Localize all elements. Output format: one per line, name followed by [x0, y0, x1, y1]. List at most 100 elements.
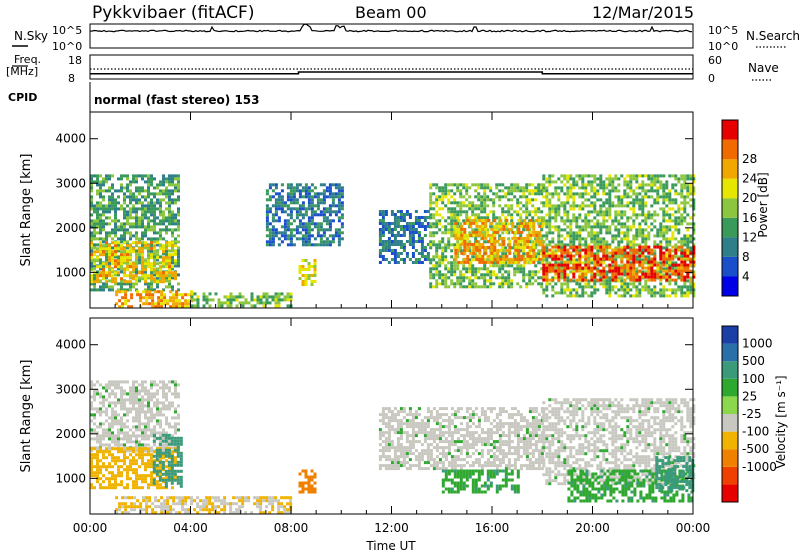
power-echo-cell — [268, 210, 272, 214]
power-echo-cell — [420, 222, 424, 225]
power-echo-cell — [129, 253, 132, 257]
velocity-echo-cell — [138, 419, 141, 423]
power-echo-cell — [325, 222, 329, 226]
power-echo-cell — [572, 216, 576, 220]
power-echo-cell — [174, 183, 177, 187]
power-echo-cell — [560, 248, 564, 252]
power-echo-cell — [162, 189, 165, 193]
power-echo-cell — [147, 262, 150, 266]
power-echo-cell — [483, 183, 487, 187]
velocity-echo-cell — [141, 398, 144, 402]
power-echo-cell — [289, 222, 293, 226]
power-echo-cell — [378, 240, 382, 243]
power-echo-cell — [286, 295, 290, 299]
power-echo-cell — [456, 183, 460, 187]
power-echo-cell — [641, 249, 645, 253]
power-echo-cell — [668, 219, 672, 223]
power-echo-cell — [605, 240, 609, 244]
power-echo-cell — [683, 210, 687, 214]
power-echo-cell — [114, 234, 117, 238]
power-echo-cell — [114, 198, 117, 202]
power-echo-cell — [441, 225, 445, 229]
power-echo-cell — [402, 249, 406, 252]
power-echo-cell — [557, 248, 561, 252]
power-echo-cell — [331, 219, 335, 223]
power-echo-cell — [132, 250, 135, 254]
velocity-echo-cell — [126, 437, 129, 441]
power-echo-cell — [447, 243, 451, 247]
power-echo-cell — [605, 264, 609, 268]
power-echo-cell — [153, 237, 156, 241]
power-echo-cell — [560, 243, 564, 247]
power-echo-cell — [626, 285, 630, 289]
power-echo-cell — [581, 255, 585, 259]
power-echo-cell — [102, 282, 105, 286]
power-echo-cell — [647, 195, 651, 199]
power-echo-cell — [453, 219, 457, 223]
power-echo-cell — [638, 204, 642, 208]
power-echo-cell — [501, 213, 505, 217]
velocity-echo-cell — [120, 407, 123, 411]
power-echo-cell — [644, 222, 648, 226]
power-echo-cell — [692, 222, 696, 226]
power-echo-cell — [507, 279, 511, 283]
power-echo-cell — [153, 280, 156, 284]
power-echo-cell — [280, 201, 284, 205]
power-echo-cell — [153, 192, 156, 196]
power-echo-cell — [629, 257, 633, 261]
power-echo-cell — [396, 216, 400, 219]
power-echo-cell — [504, 228, 508, 232]
power-echo-cell — [153, 273, 156, 277]
power-echo-cell — [307, 234, 311, 238]
power-echo-cell — [563, 174, 567, 178]
power-echo-cell — [644, 204, 648, 208]
power-echo-cell — [554, 219, 558, 223]
power-echo-cell — [121, 296, 125, 300]
power-echo-cell — [593, 279, 597, 283]
velocity-echo-cell — [96, 440, 99, 444]
power-echo-cell — [162, 288, 165, 292]
power-echo-cell — [181, 305, 185, 309]
power-echo-cell — [408, 228, 412, 231]
power-echo-cell — [144, 228, 147, 232]
power-echo-cell — [486, 228, 490, 232]
power-echo-cell — [141, 174, 144, 178]
power-echo-cell — [208, 298, 212, 302]
velocity-echo-cell — [120, 389, 123, 393]
power-echo-cell — [435, 183, 439, 187]
power-echo-cell — [486, 195, 490, 199]
power-echo-cell — [665, 288, 669, 292]
power-echo-cell — [450, 279, 454, 283]
power-echo-cell — [668, 273, 672, 277]
power-echo-cell — [393, 234, 397, 237]
power-echo-cell — [477, 183, 481, 187]
power-echo-cell — [111, 256, 114, 260]
power-echo-cell — [378, 255, 382, 258]
power-echo-cell — [483, 282, 487, 286]
velocity-echo-cell — [120, 428, 123, 432]
power-echo-cell — [138, 261, 141, 265]
power-echo-cell — [683, 251, 687, 255]
velocity-echo-cell — [126, 434, 129, 438]
power-echo-cell — [483, 216, 487, 220]
power-echo-cell — [499, 248, 503, 252]
power-echo-cell — [340, 222, 344, 226]
power-echo-cell — [647, 248, 651, 252]
power-echo-cell — [393, 255, 397, 258]
power-echo-cell — [141, 271, 144, 275]
power-echo-cell — [632, 260, 636, 264]
power-echo-cell — [322, 183, 326, 187]
power-echo-cell — [472, 233, 476, 237]
power-echo-cell — [99, 241, 102, 245]
power-echo-cell — [265, 216, 269, 220]
power-echo-cell — [241, 301, 245, 305]
power-echo-cell — [492, 204, 496, 208]
power-echo-cell — [159, 222, 162, 226]
power-echo-cell — [680, 288, 684, 292]
power-echo-cell — [441, 189, 445, 193]
power-echo-cell — [611, 186, 615, 190]
power-echo-cell — [529, 248, 533, 252]
power-echo-cell — [542, 258, 546, 262]
power-echo-cell — [611, 189, 615, 193]
power-echo-cell — [614, 186, 618, 190]
